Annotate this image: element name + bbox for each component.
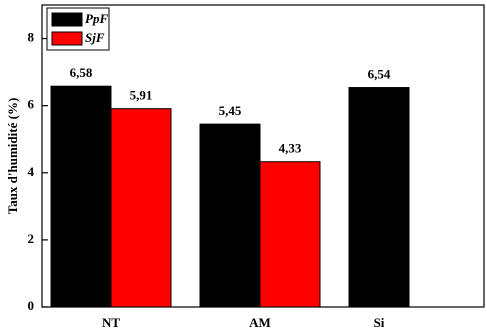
y-tick-label: 2	[28, 231, 35, 246]
value-label: 5,91	[130, 88, 153, 103]
x-tick-label: NT	[102, 315, 120, 330]
value-label: 6,54	[368, 67, 391, 82]
value-label: 6,58	[70, 65, 93, 80]
bar	[259, 161, 321, 308]
value-label: 5,45	[219, 103, 242, 118]
y-tick-label: 6	[28, 97, 35, 112]
x-tick-label: Si	[374, 315, 385, 330]
y-tick-label: 0	[28, 298, 35, 313]
legend-swatch	[51, 12, 83, 27]
y-tick-label: 8	[28, 30, 35, 45]
bar	[110, 108, 172, 308]
legend-swatch	[51, 31, 83, 46]
value-label: 4,33	[279, 141, 302, 156]
bar	[348, 87, 410, 308]
bar	[50, 85, 112, 308]
y-tick-label: 4	[28, 164, 35, 179]
legend-label: PpF	[85, 11, 108, 26]
y-axis-label: Taux d'humidité (%)	[5, 98, 20, 215]
bar	[199, 123, 261, 308]
legend-label: SjF	[85, 30, 105, 45]
x-tick-label: AM	[249, 315, 271, 330]
